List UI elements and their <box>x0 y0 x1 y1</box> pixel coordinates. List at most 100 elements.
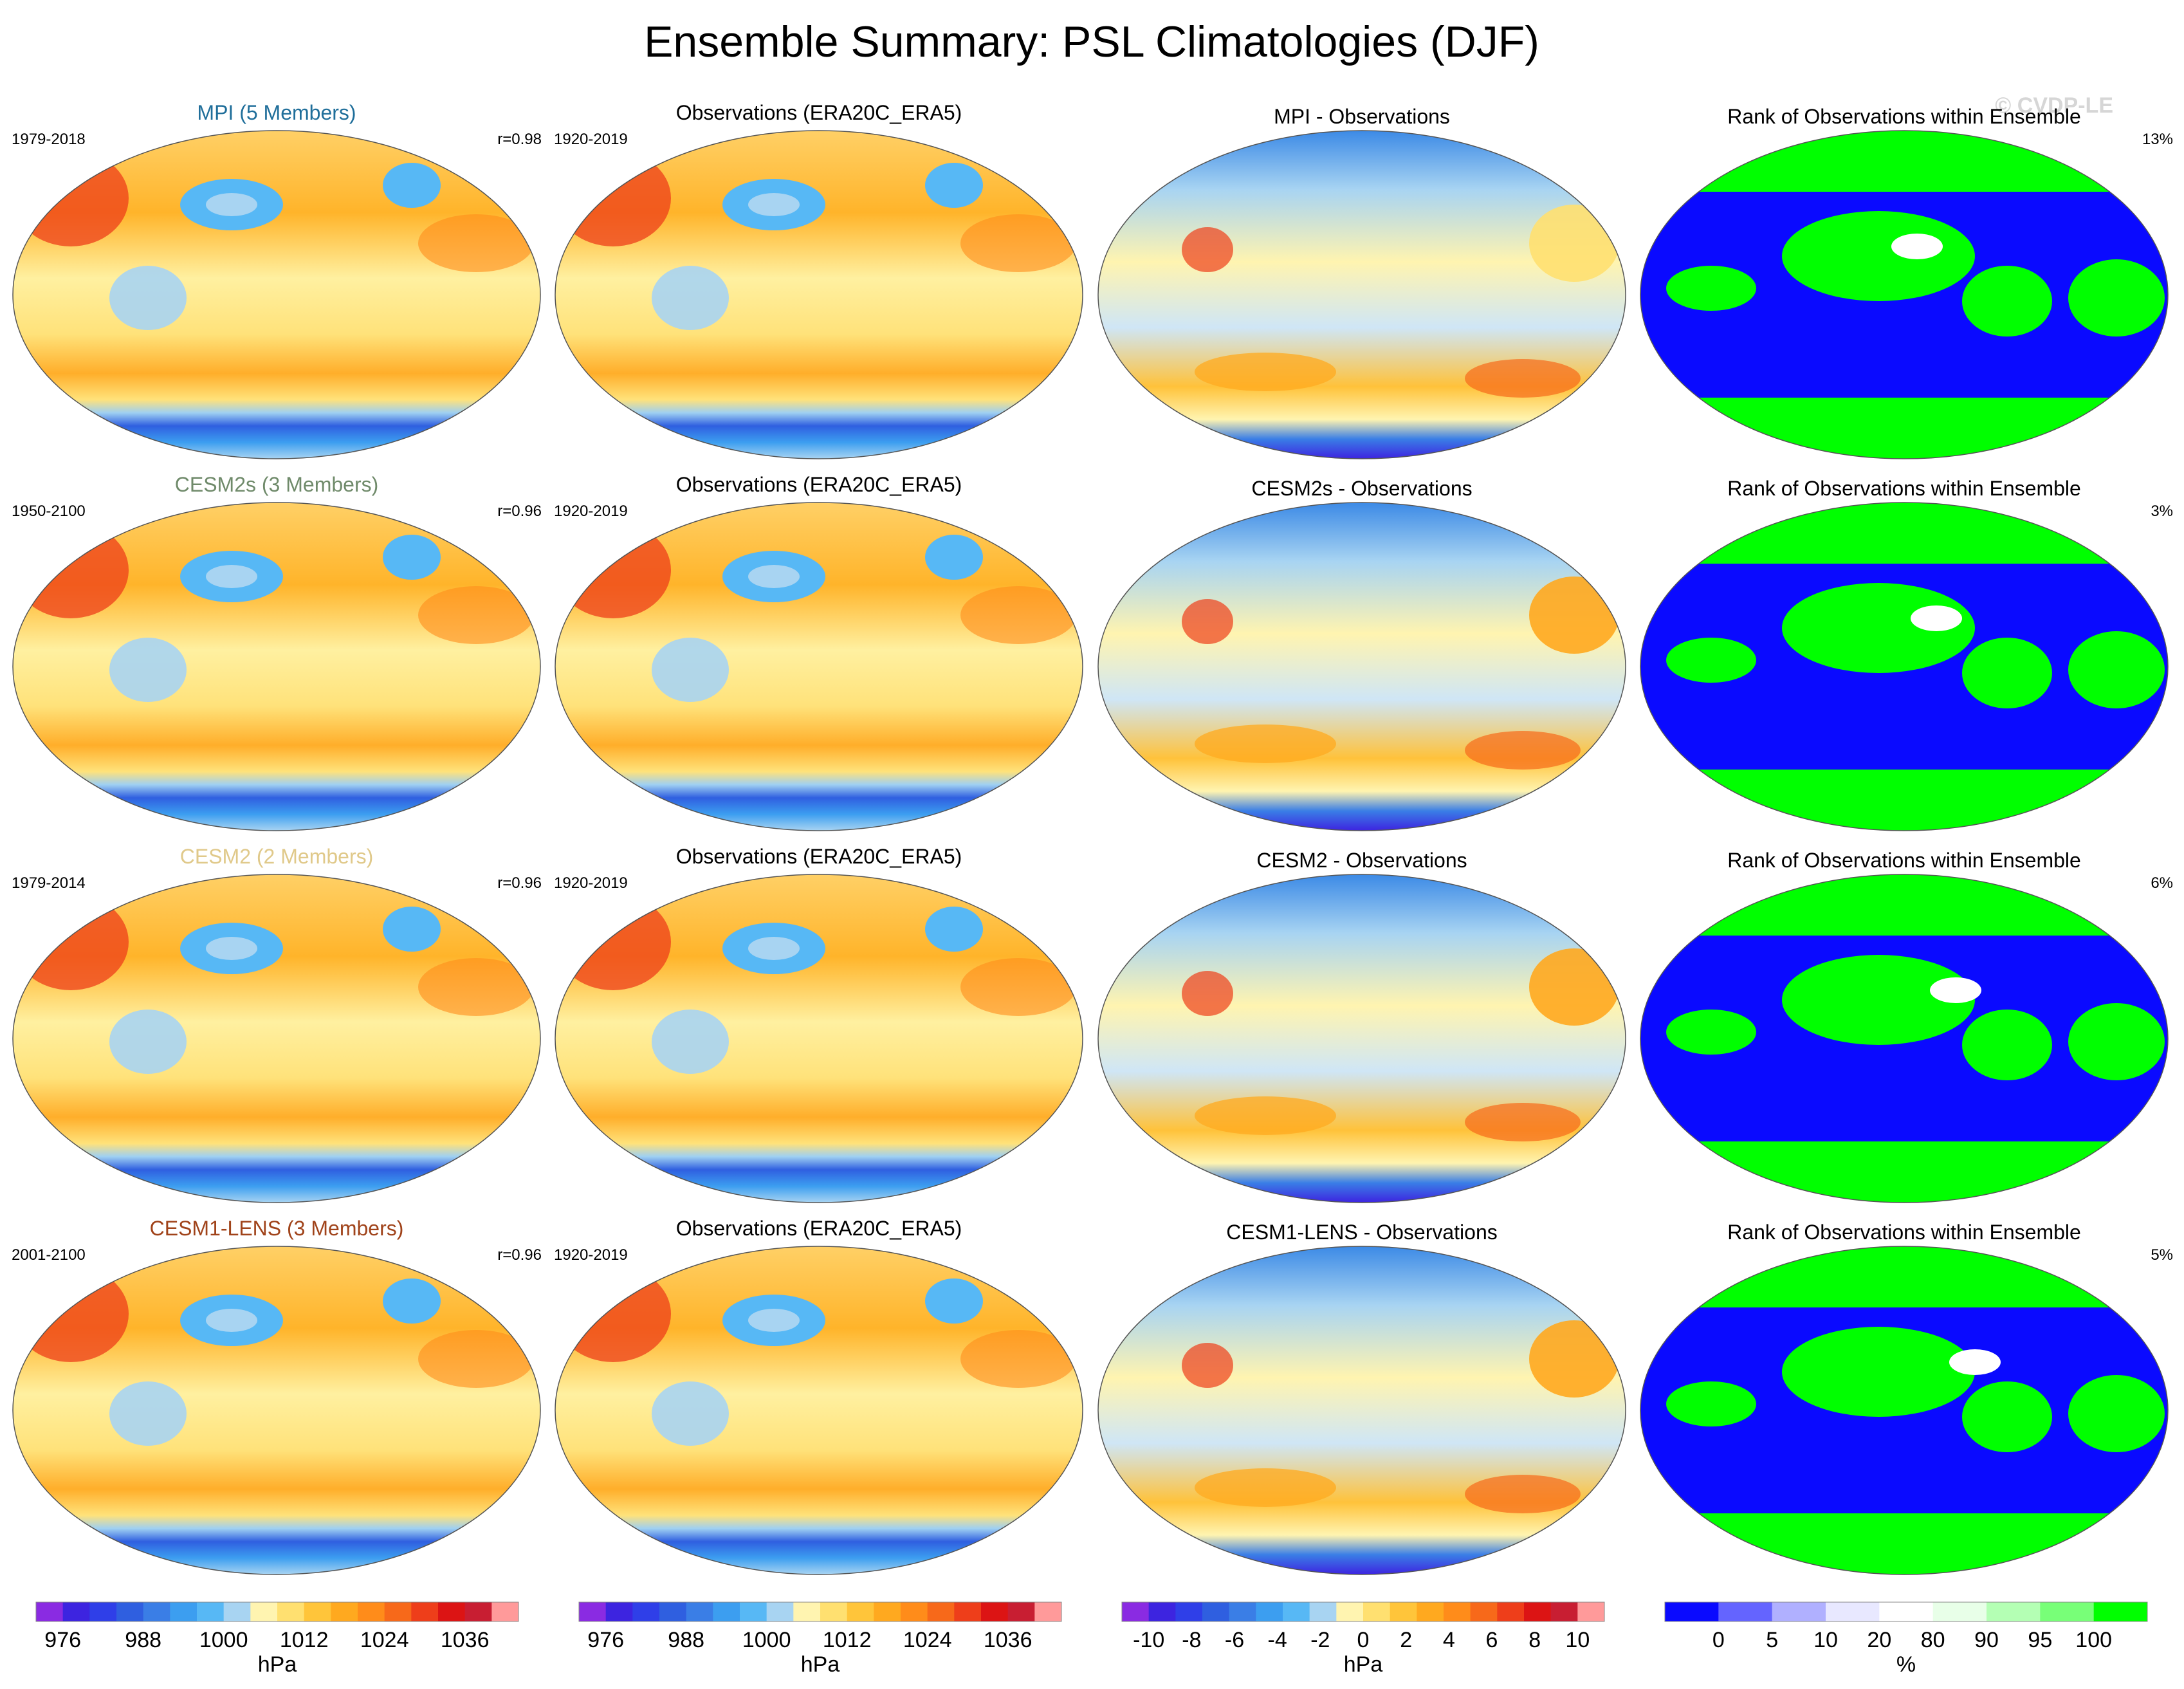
colorbar-swatch <box>954 1602 982 1621</box>
model-years: 2001-2100 <box>12 1246 86 1264</box>
colorbar-tick-label: -2 <box>1310 1628 1330 1652</box>
panel-row: MPI (5 Members) 1979-2018 r=0.98 Observatio… <box>12 101 2173 459</box>
observations-panel: Observations (ERA20C_ERA5) 1920-2019 <box>554 845 1083 1203</box>
colorbar-swatch <box>1309 1602 1337 1621</box>
colorbar-tick-label: 4 <box>1443 1628 1455 1652</box>
colorbar-swatch <box>1879 1602 1934 1621</box>
colorbar-swatch <box>1007 1602 1035 1621</box>
rank-title: Rank of Observations within Ensemble <box>1727 105 2081 128</box>
difference-title: CESM2s - Observations <box>1251 477 1472 500</box>
colorbar-tick-label: 1036 <box>984 1628 1032 1652</box>
colorbar-swatch <box>686 1602 713 1621</box>
colorbar-diff: -10 -8 -6 -4 -2 0 2 4 6 8 10 hPa <box>1121 1601 1605 1677</box>
difference-panel: CESM2 - Observations <box>1097 849 1626 1203</box>
difference-title: MPI - Observations <box>1274 105 1450 128</box>
colorbar-tick-label: -8 <box>1182 1628 1201 1652</box>
watermark: © CVDP-LE <box>1995 93 2113 118</box>
colorbar-tick-label: 1024 <box>903 1628 952 1652</box>
model-title: MPI (5 Members) <box>197 101 356 124</box>
colorbar-swatch <box>1497 1602 1525 1621</box>
colorbar-tick-label: 2 <box>1400 1628 1412 1652</box>
colorbar-tick-label: 80 <box>1921 1628 1945 1652</box>
rank-title: Rank of Observations within Ensemble <box>1727 1221 2081 1244</box>
colorbar-swatch <box>2040 1602 2095 1621</box>
observations-title: Observations (ERA20C_ERA5) <box>676 1217 962 1240</box>
colorbar-tick-label: 1000 <box>742 1628 791 1652</box>
colorbar-swatch <box>116 1602 144 1621</box>
colorbar-tick-label: 976 <box>587 1628 624 1652</box>
colorbar-swatch <box>143 1602 170 1621</box>
difference-panel: CESM1-LENS - Observations <box>1097 1221 1626 1575</box>
observations-panel: Observations (ERA20C_ERA5) 1920-2019 <box>554 1217 1083 1575</box>
colorbar-tick-label: 1024 <box>360 1628 409 1652</box>
observations-title: Observations (ERA20C_ERA5) <box>676 473 962 496</box>
colorbar-swatch <box>1336 1602 1364 1621</box>
colorbar-swatch <box>713 1602 740 1621</box>
colorbar-swatch <box>1444 1602 1471 1621</box>
colorbar-swatch <box>250 1602 278 1621</box>
colorbar-tick-label: 976 <box>44 1628 81 1652</box>
colorbar-swatch <box>820 1602 848 1621</box>
observations-title: Observations (ERA20C_ERA5) <box>676 845 962 868</box>
colorbar-tick-label: 988 <box>125 1628 161 1652</box>
colorbar-swatch <box>927 1602 955 1621</box>
figure-title: Ensemble Summary: PSL Climatologies (DJF… <box>644 17 1539 66</box>
rank-panel: Rank of Observations within Ensemble 6% <box>1640 849 2173 1203</box>
colorbar-swatch <box>170 1602 197 1621</box>
colorbar-tick-label: 20 <box>1867 1628 1891 1652</box>
colorbar-swatch <box>331 1602 358 1621</box>
difference-panel: CESM2s - Observations <box>1097 477 1626 831</box>
colorbar-model: 976 988 1000 1012 1024 1036 hPa <box>35 1601 519 1677</box>
colorbar-swatch <box>464 1602 492 1621</box>
colorbar-swatch <box>1034 1602 1062 1621</box>
model-years: 1979-2018 <box>12 131 86 148</box>
colorbar-swatch <box>1987 1602 2041 1621</box>
colorbar-swatch <box>438 1602 466 1621</box>
model-panel: CESM1-LENS (3 Members) 2001-2100 r=0.96 <box>12 1217 542 1575</box>
rank-percent: 13% <box>2142 131 2173 148</box>
colorbar-swatch <box>1718 1602 1773 1621</box>
rank-title: Rank of Observations within Ensemble <box>1727 477 2081 500</box>
colorbar-swatch <box>793 1602 821 1621</box>
colorbar-swatch <box>1577 1602 1605 1621</box>
colorbar-swatch <box>1524 1602 1552 1621</box>
pattern-correlation: r=0.96 <box>497 1246 542 1264</box>
rank-title: Rank of Observations within Ensemble <box>1727 849 2081 872</box>
rank-panel: Rank of Observations within Ensemble 3% <box>1640 477 2173 831</box>
colorbar-tick-label: 0 <box>1712 1628 1725 1652</box>
colorbar-swatch <box>901 1602 928 1621</box>
colorbar-swatch <box>874 1602 901 1621</box>
colorbar-tick-label: 95 <box>2028 1628 2052 1652</box>
pattern-correlation: r=0.98 <box>497 131 542 148</box>
difference-title: CESM2 - Observations <box>1256 849 1467 872</box>
rank-panel: Rank of Observations within Ensemble 13% <box>1640 105 2173 459</box>
observations-years: 1920-2019 <box>554 1246 628 1264</box>
model-years: 1979-2014 <box>12 874 86 892</box>
model-panel: CESM2s (3 Members) 1950-2100 r=0.96 <box>12 473 542 831</box>
colorbar-tick-label: 1012 <box>280 1628 329 1652</box>
model-title: CESM1-LENS (3 Members) <box>150 1217 404 1240</box>
model-title: CESM2 (2 Members) <box>180 845 374 868</box>
colorbar-swatch <box>277 1602 305 1621</box>
pattern-correlation: r=0.96 <box>497 503 542 520</box>
colorbar-swatch <box>847 1602 874 1621</box>
colorbar-swatch <box>304 1602 331 1621</box>
colorbar-swatch <box>1256 1602 1283 1621</box>
colorbar-unit: hPa <box>258 1652 297 1677</box>
colorbar-tick-label: 1036 <box>441 1628 490 1652</box>
colorbar-swatch <box>579 1602 607 1621</box>
colorbar-tick-label: 5 <box>1766 1628 1778 1652</box>
colorbar-swatch <box>62 1602 90 1621</box>
observations-panel: Observations (ERA20C_ERA5) 1920-2019 <box>554 101 1083 459</box>
colorbar-swatch <box>605 1602 633 1621</box>
colorbar-swatch <box>1550 1602 1578 1621</box>
colorbar-swatch <box>1175 1602 1203 1621</box>
observations-title: Observations (ERA20C_ERA5) <box>676 101 962 124</box>
colorbar-tick-label: 0 <box>1357 1628 1370 1652</box>
colorbar-swatch <box>384 1602 412 1621</box>
colorbar-tick-label: 10 <box>1813 1628 1838 1652</box>
colorbar-swatch <box>2093 1602 2148 1621</box>
colorbar-swatch <box>632 1602 660 1621</box>
rank-panel: Rank of Observations within Ensemble 5% <box>1640 1221 2173 1575</box>
